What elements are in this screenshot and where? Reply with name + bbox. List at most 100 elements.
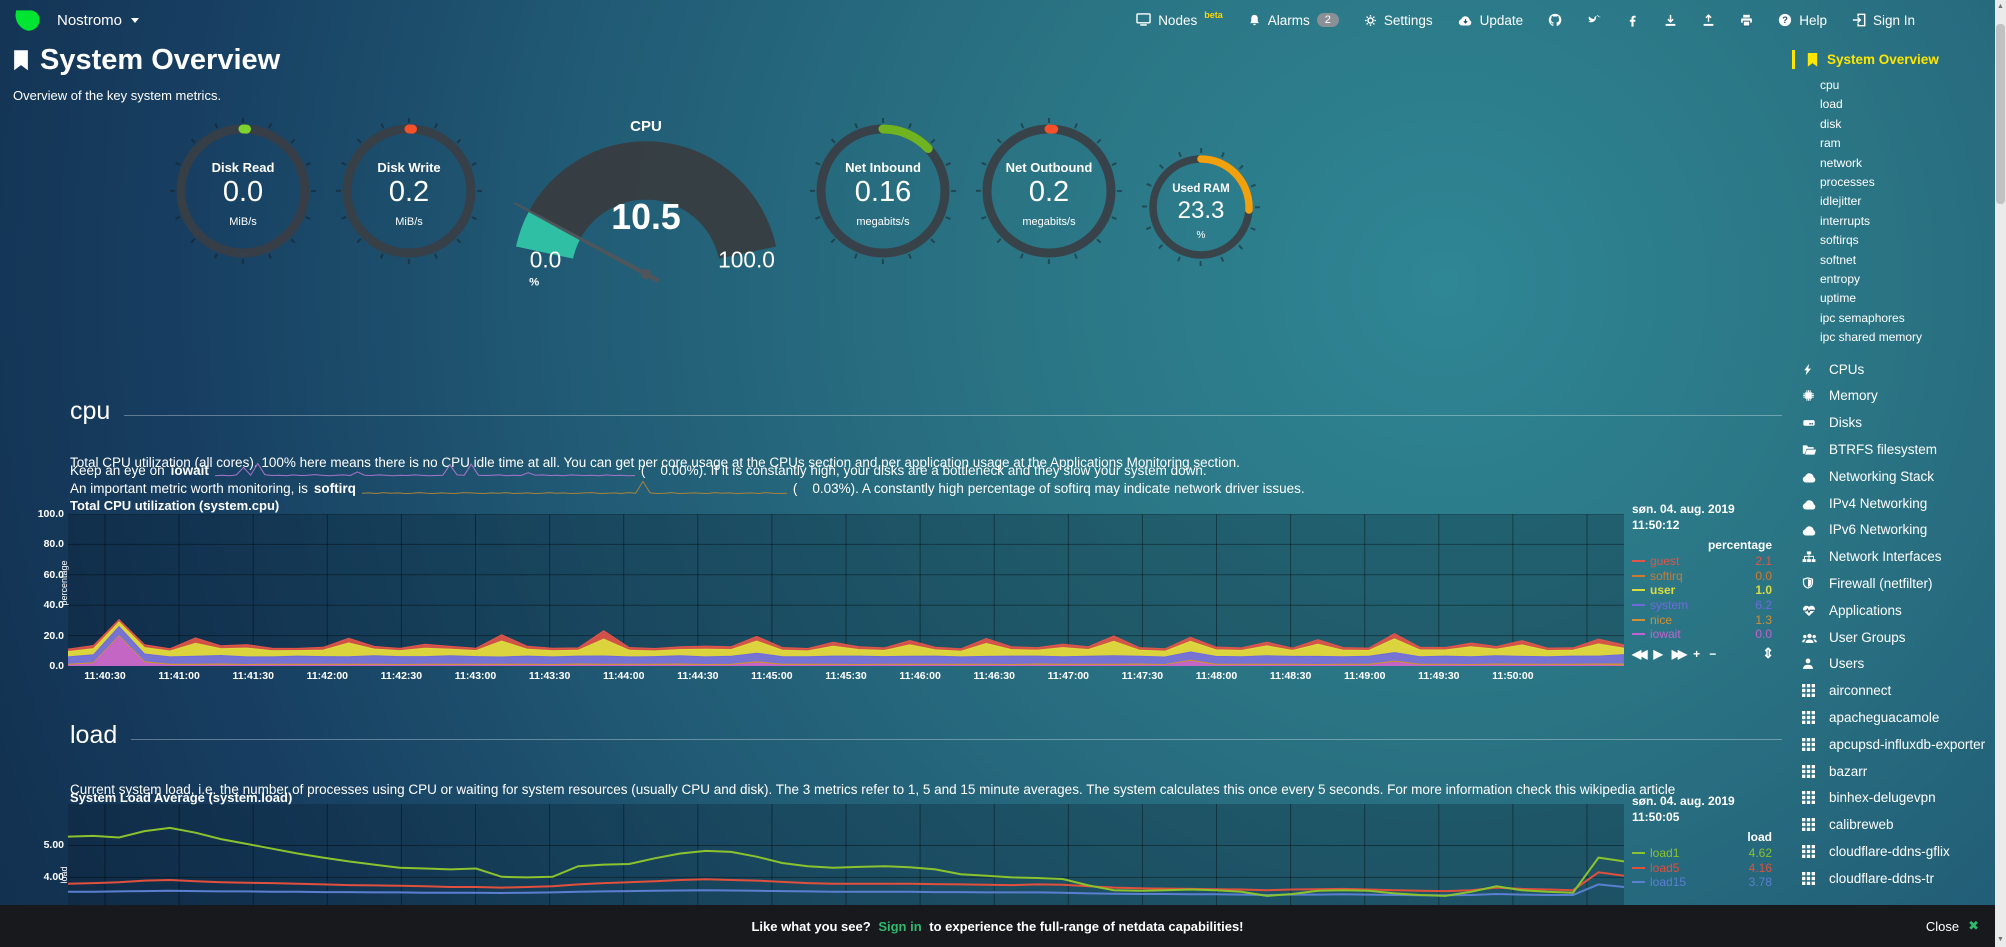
sidebar-item-binhex-delugevpn[interactable]: binhex-delugevpn (1802, 785, 1992, 812)
facebook-button[interactable] (1626, 14, 1639, 27)
page-subtitle: Overview of the key system metrics. (13, 88, 222, 103)
sidebar-sublink-network[interactable]: network (1820, 155, 1863, 170)
grid-icon (1802, 684, 1820, 698)
legend-row-softirq[interactable]: softirq 0.0 (1632, 569, 1774, 584)
zoom-out-icon[interactable]: − (1709, 646, 1717, 661)
close-icon[interactable]: ✖ (1968, 918, 1979, 933)
nav-settings-label: Settings (1383, 12, 1433, 28)
sidebar-item-apacheguacamole[interactable]: apacheguacamole (1802, 705, 1992, 732)
legend-row-load15[interactable]: load15 3.78 (1632, 875, 1774, 890)
legend-row-user[interactable]: user 1.0 (1632, 583, 1774, 598)
sidebar-sublink-entropy[interactable]: entropy (1820, 272, 1861, 287)
softirq-sparkline[interactable] (361, 480, 787, 496)
sidebar-item-user-groups[interactable]: User Groups (1802, 625, 1992, 652)
grid-icon (1802, 818, 1820, 832)
nav-alarms[interactable]: Alarms 2 (1248, 13, 1339, 28)
gauges-row: Disk Read 0.0 MiB/s Disk Write 0.2 MiB/s CPU 10… (168, 116, 1262, 292)
close-banner-button[interactable]: Close ✖ (1926, 918, 1979, 934)
series-value: 1.3 (1755, 612, 1772, 627)
sidebar-sublink-disk[interactable]: disk (1820, 116, 1842, 131)
sidebar-item-ipv6-networking[interactable]: IPv6 Networking (1802, 517, 1992, 544)
sidebar-sublink-cpu[interactable]: cpu (1820, 78, 1840, 92)
legend-row-nice[interactable]: nice 1.3 (1632, 612, 1774, 627)
github-button[interactable] (1548, 13, 1562, 27)
gauge-net-outbound[interactable]: Net Outbound 0.2 megabits/s (974, 116, 1124, 266)
sidebar-item-firewall-netfilter-[interactable]: Firewall (netfilter) (1802, 571, 1992, 598)
gauge-disk-read[interactable]: Disk Read 0.0 MiB/s (168, 116, 318, 266)
resize-icon[interactable]: ⇕ (1762, 645, 1774, 661)
sidebar-item-bazarr[interactable]: bazarr (1802, 759, 1992, 786)
cpu-chart[interactable]: Total CPU utilization (system.cpu) perce… (0, 498, 1790, 690)
netdata-logo-icon[interactable] (14, 7, 41, 34)
legend-time: 11:50:12 (1632, 518, 1680, 532)
sidebar-item-cpus[interactable]: CPUs (1802, 357, 1992, 384)
softirq-pre-text: An important metric worth monitoring, is (70, 480, 308, 496)
upload-button[interactable] (1702, 13, 1715, 27)
sidebar-sublink-load[interactable]: load (1820, 97, 1843, 112)
legend-row-load5[interactable]: load5 4.16 (1632, 861, 1774, 876)
sidebar-item-networking-stack[interactable]: Networking Stack (1802, 464, 1992, 491)
facebook-icon (1626, 14, 1639, 27)
sidebar-item-users[interactable]: Users (1802, 651, 1992, 678)
sidebar-sublink-ipc-semaphores[interactable]: ipc semaphores (1820, 310, 1905, 325)
sidebar-item-cloudflare-ddns-gflix[interactable]: cloudflare-ddns-gflix (1802, 839, 1992, 866)
sidebar-sublink-uptime[interactable]: uptime (1820, 291, 1857, 306)
download-button[interactable] (1664, 14, 1677, 27)
scrollbar-down-arrow[interactable]: ▼ (1997, 936, 2004, 943)
sidebar-item-apcupsd-influxdb-exporter[interactable]: apcupsd-influxdb-exporter (1802, 732, 1992, 759)
sidebar-item-system-overview[interactable]: System Overview (1792, 50, 1993, 69)
sidebar-item-network-interfaces[interactable]: Network Interfaces (1802, 544, 1992, 571)
node-selector[interactable]: Nostromo (57, 12, 140, 29)
legend-row-load1[interactable]: load1 4.62 (1632, 846, 1774, 861)
gauge-used-ram[interactable]: Used RAM 23.3% (1140, 146, 1262, 268)
printer-button[interactable] (1740, 14, 1753, 27)
sidebar-item-ipv4-networking[interactable]: IPv4 Networking (1802, 491, 1992, 518)
forward-icon[interactable]: ▶▶ (1671, 646, 1688, 661)
gauge-cpu[interactable]: CPU 10.5 0.0 100.0% (508, 116, 784, 292)
sidebar-sublink-softirqs[interactable]: softirqs (1820, 233, 1859, 248)
gauge-disk-write[interactable]: Disk Write 0.2 MiB/s (334, 116, 484, 266)
sidebar-item-btrfs-filesystem[interactable]: BTRFS filesystem (1802, 437, 1992, 464)
grid-icon (1802, 737, 1820, 751)
nav-update[interactable]: Update (1458, 13, 1523, 28)
scrollbar-thumb[interactable] (1996, 24, 2005, 204)
sidebar-sublink-processes[interactable]: processes (1820, 175, 1875, 190)
sidebar-item-cloudflare-ddns-tr[interactable]: cloudflare-ddns-tr (1802, 866, 1992, 893)
gauge-unit: MiB/s (395, 216, 423, 228)
sidebar-item-memory[interactable]: Memory (1802, 383, 1992, 410)
series-color-dash (1632, 633, 1645, 636)
legend-row-system[interactable]: system 6.2 (1632, 598, 1774, 613)
series-color-dash (1632, 881, 1645, 884)
iowait-word: iowait (170, 462, 209, 478)
y-axis-tick: 80.0 (43, 538, 64, 551)
sidebar-sublink-interrupts[interactable]: interrupts (1820, 213, 1871, 228)
cpu-chart-plot[interactable] (68, 514, 1624, 666)
backward-icon[interactable]: ◀◀ (1632, 646, 1648, 661)
nav-help[interactable]: ? Help (1778, 13, 1827, 28)
sidebar-sublink-ipc-shared-memory[interactable]: ipc shared memory (1820, 330, 1923, 345)
sidebar-item-calibreweb[interactable]: calibreweb (1802, 812, 1992, 839)
top-nav: Nostromo Nodes beta Alarms 2 Settings Up… (0, 0, 1995, 40)
sidebar-item-applications[interactable]: Applications (1802, 598, 1992, 625)
wikipedia-link[interactable]: this wikipedia article (1555, 781, 1676, 797)
sidebar-sublink-idlejitter[interactable]: idlejitter (1820, 194, 1862, 209)
nav-nodes[interactable]: Nodes beta (1136, 10, 1223, 28)
play-icon[interactable]: ▶ (1653, 646, 1663, 661)
scrollbar-up-arrow[interactable]: ▲ (1997, 3, 2004, 10)
legend-row-guest[interactable]: guest 2.1 (1632, 554, 1774, 569)
gauge-net-inbound[interactable]: Net Inbound 0.16 megabits/s (808, 116, 958, 266)
sidebar-sublink-softnet[interactable]: softnet (1820, 252, 1857, 267)
iowait-sparkline[interactable] (214, 462, 635, 478)
microchip-icon (1802, 389, 1820, 402)
nav-signin[interactable]: Sign In (1852, 13, 1915, 28)
sidebar-item-disks[interactable]: Disks (1802, 410, 1992, 437)
heading-rule (131, 738, 1782, 740)
twitter-button[interactable] (1587, 14, 1601, 26)
signin-link[interactable]: Sign in (878, 918, 922, 934)
sidebar-item-airconnect[interactable]: airconnect (1802, 678, 1992, 705)
nav-settings[interactable]: Settings (1364, 13, 1433, 28)
zoom-in-icon[interactable]: + (1693, 646, 1701, 661)
gauge-title: Used RAM (1172, 183, 1230, 195)
legend-row-iowait[interactable]: iowait 0.0 (1632, 627, 1774, 642)
sidebar-sublink-ram[interactable]: ram (1820, 136, 1841, 151)
